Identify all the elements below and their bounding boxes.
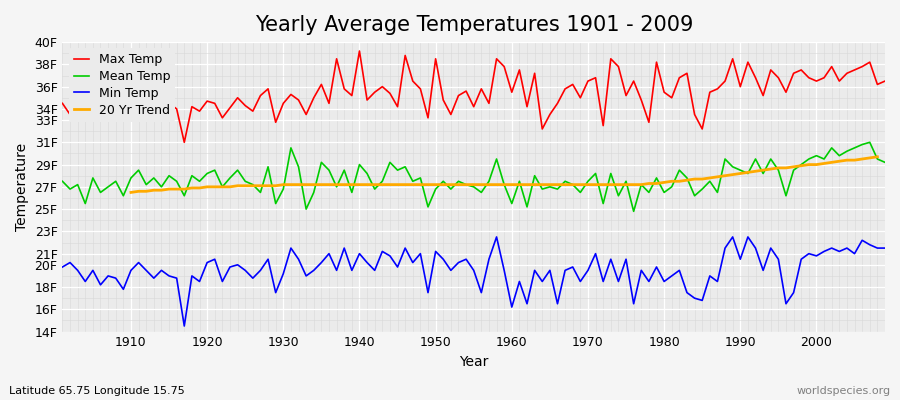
Text: worldspecies.org: worldspecies.org [796, 386, 891, 396]
Line: 20 Yr Trend: 20 Yr Trend [131, 157, 877, 192]
Mean Temp [118, 193, 129, 198]
Min Temp [179, 324, 190, 328]
Title: Yearly Average Temperatures 1901 - 2009: Yearly Average Temperatures 1901 - 2009 [255, 15, 693, 35]
Mean Temp [507, 201, 517, 206]
Min Temp [613, 279, 624, 284]
Min Temp [57, 265, 68, 270]
Max Temp [57, 101, 68, 106]
Min Temp [293, 257, 304, 262]
20 Yr Trend [354, 182, 364, 187]
Mean Temp [628, 209, 639, 214]
Mean Temp [879, 160, 890, 165]
Mean Temp [285, 146, 296, 150]
20 Yr Trend [324, 182, 335, 187]
Y-axis label: Temperature: Temperature [15, 143, 29, 231]
20 Yr Trend [126, 190, 137, 195]
20 Yr Trend [499, 182, 509, 187]
X-axis label: Year: Year [459, 355, 489, 369]
Max Temp [118, 109, 129, 114]
Max Temp [613, 64, 624, 69]
Min Temp [514, 279, 525, 284]
Min Temp [118, 287, 129, 292]
Max Temp [879, 79, 890, 84]
Max Temp [522, 104, 533, 109]
Mean Temp [331, 184, 342, 189]
Min Temp [879, 246, 890, 250]
Line: Max Temp: Max Temp [62, 51, 885, 142]
Max Temp [338, 86, 349, 91]
20 Yr Trend [301, 182, 311, 187]
Min Temp [491, 234, 502, 239]
Mean Temp [598, 201, 608, 206]
20 Yr Trend [712, 174, 723, 179]
Max Temp [514, 68, 525, 72]
Min Temp [338, 246, 349, 250]
Max Temp [354, 49, 364, 54]
Line: Min Temp: Min Temp [62, 237, 885, 326]
Mean Temp [864, 140, 875, 145]
Max Temp [179, 140, 190, 145]
Line: Mean Temp: Mean Temp [62, 142, 885, 211]
Legend: Max Temp, Mean Temp, Min Temp, 20 Yr Trend: Max Temp, Mean Temp, Min Temp, 20 Yr Tre… [68, 48, 176, 122]
Mean Temp [57, 179, 68, 184]
20 Yr Trend [522, 182, 533, 187]
Max Temp [293, 98, 304, 102]
20 Yr Trend [872, 154, 883, 159]
Text: Latitude 65.75 Longitude 15.75: Latitude 65.75 Longitude 15.75 [9, 386, 184, 396]
Min Temp [522, 301, 533, 306]
Mean Temp [499, 182, 509, 187]
